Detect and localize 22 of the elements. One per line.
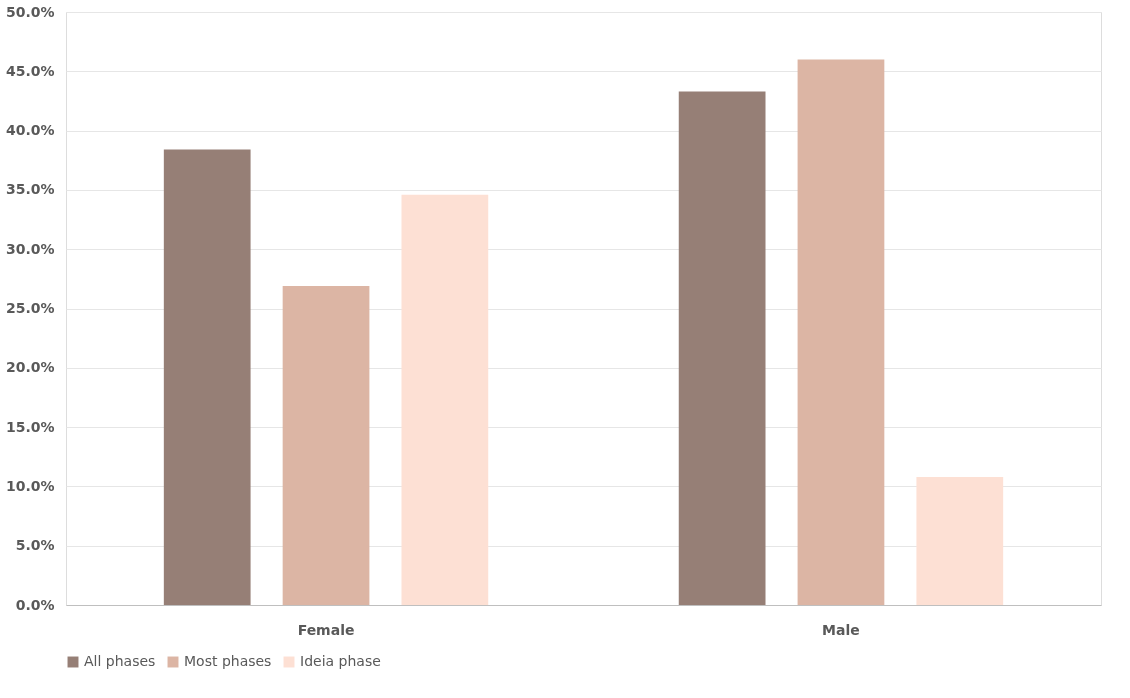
- y-tick-label: 50.0%: [5, 3, 55, 20]
- y-tick-label: 10.0%: [5, 477, 55, 494]
- y-tick-label: 45.0%: [5, 62, 55, 79]
- bar: [401, 194, 489, 605]
- legend-label: Most phases: [184, 653, 272, 669]
- y-tick-label: 35.0%: [5, 181, 55, 198]
- y-tick-label: 25.0%: [5, 300, 55, 316]
- bar: [282, 285, 370, 605]
- legend-label: All phases: [84, 653, 156, 669]
- x-tick-label: Male: [822, 621, 860, 638]
- y-tick-label: 40.0%: [5, 122, 55, 139]
- bar: [678, 91, 766, 605]
- y-tick-label: 5.0%: [15, 537, 55, 554]
- bar: [797, 59, 885, 605]
- y-tick-label: 30.0%: [5, 240, 55, 257]
- y-tick-label: 15.0%: [5, 418, 55, 435]
- y-tick-label: 20.0%: [5, 359, 55, 376]
- x-tick-label: Female: [297, 621, 355, 638]
- y-tick-label: 0.0%: [15, 596, 55, 613]
- bar: [916, 476, 1004, 605]
- legend-label: Ideia phase: [300, 653, 381, 669]
- bar: [163, 149, 251, 605]
